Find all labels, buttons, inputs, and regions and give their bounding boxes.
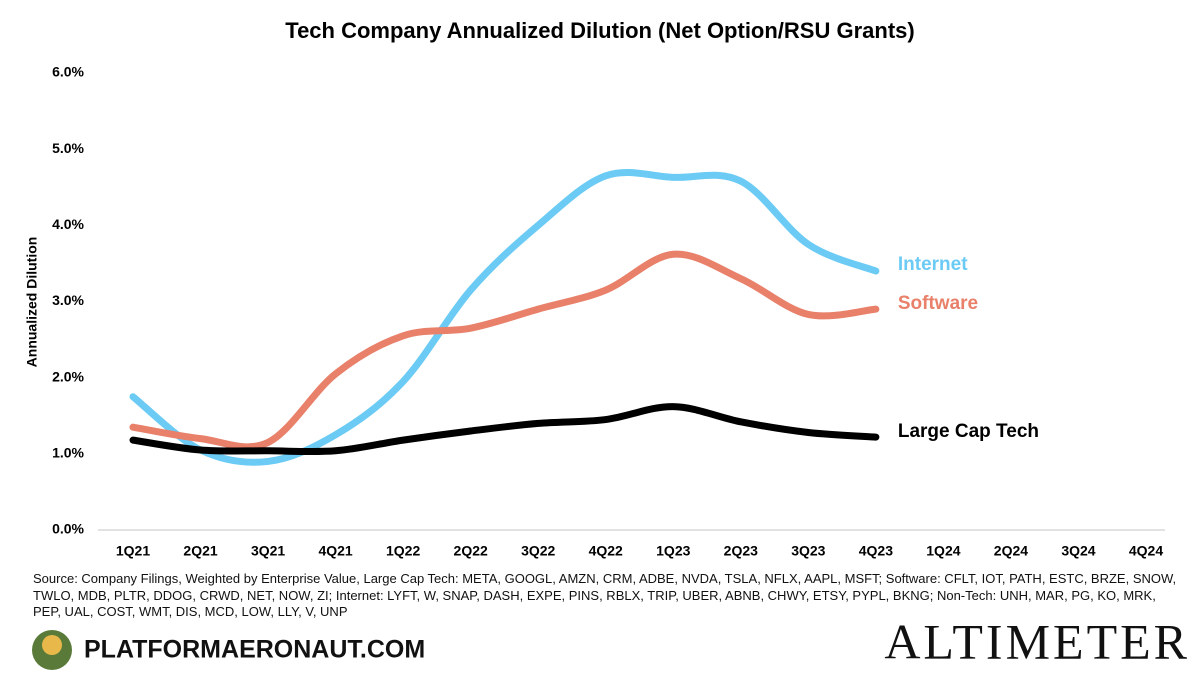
x-tick-label: 4Q23 (859, 543, 893, 559)
y-tick-label: 5.0% (52, 140, 84, 156)
logo-icon-inner (42, 635, 62, 655)
x-tick-label: 2Q21 (183, 543, 217, 559)
x-tick-label: 1Q24 (926, 543, 960, 559)
series-line (129, 250, 880, 451)
series-line (129, 403, 880, 456)
y-tick-label: 0.0% (52, 521, 84, 537)
y-tick-label: 3.0% (52, 292, 84, 308)
y-tick-label: 1.0% (52, 445, 84, 461)
x-tick-label: 3Q21 (251, 543, 285, 559)
brand-logo: ALTIMETER (884, 613, 1190, 669)
y-axis-label: Annualized Dilution (24, 237, 40, 368)
x-tick-label: 3Q23 (791, 543, 825, 559)
series-label: Large Cap Tech (898, 421, 1039, 442)
x-tick-label: 1Q22 (386, 543, 420, 559)
x-tick-label: 1Q21 (116, 543, 150, 559)
x-tick-label: 2Q22 (454, 543, 488, 559)
x-tick-label: 2Q23 (724, 543, 758, 559)
y-tick-label: 6.0% (52, 64, 84, 80)
chart-title: Tech Company Annualized Dilution (Net Op… (285, 18, 914, 43)
x-tick-label: 4Q22 (589, 543, 623, 559)
source-note: Source: Company Filings, Weighted by Ent… (33, 571, 1177, 619)
y-tick-label: 2.0% (52, 368, 84, 384)
x-tick-label: 4Q24 (1129, 543, 1163, 559)
series-label: Internet (898, 254, 968, 275)
x-tick-label: 3Q24 (1061, 543, 1095, 559)
y-tick-label: 4.0% (52, 216, 84, 232)
x-tick-label: 1Q23 (656, 543, 690, 559)
x-tick-label: 4Q21 (318, 543, 352, 559)
series-label: Software (898, 293, 978, 314)
series-line (129, 168, 880, 466)
x-tick-label: 3Q22 (521, 543, 555, 559)
x-tick-label: 2Q24 (994, 543, 1028, 559)
site-name: PLATFORMAERONAUT.COM (84, 636, 425, 664)
